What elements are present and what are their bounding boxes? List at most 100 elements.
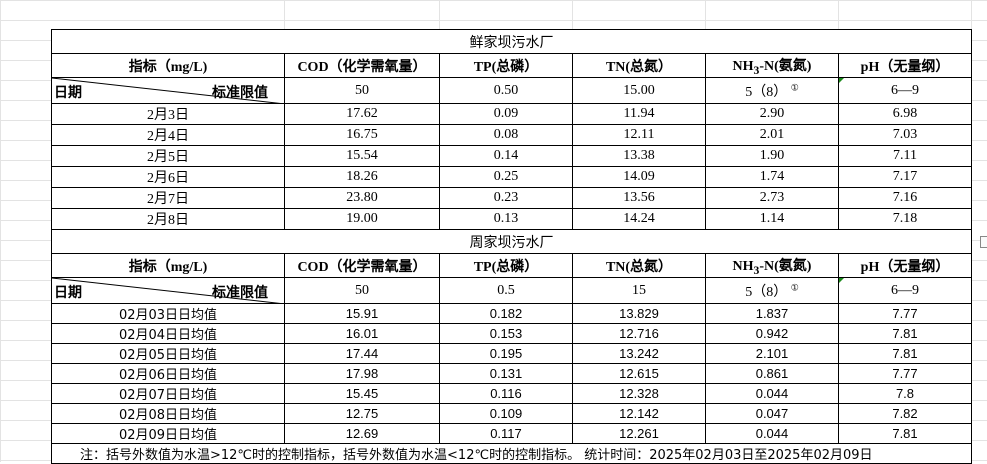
column-header[interactable]: 指标（mg/L) [51, 253, 285, 278]
column-header[interactable]: pH（无量纲） [838, 53, 972, 78]
value-cell[interactable]: 12.11 [572, 124, 706, 146]
date-cell[interactable]: 02月04日日均值 [51, 323, 285, 344]
value-cell[interactable]: 14.24 [572, 208, 706, 230]
value-cell[interactable]: 7.82 [838, 403, 972, 424]
value-cell[interactable]: 2.73 [705, 187, 839, 209]
value-cell[interactable]: 14.09 [572, 166, 706, 188]
column-header[interactable]: TP(总磷） [439, 253, 573, 278]
value-cell[interactable]: 1.837 [705, 303, 839, 324]
date-cell[interactable]: 02月09日日均值 [51, 423, 285, 444]
value-cell[interactable]: 1.14 [705, 208, 839, 230]
limit-cell[interactable]: 0.5 [439, 277, 573, 304]
column-header[interactable]: NH3-N(氨氮) [705, 253, 839, 278]
limit-cell[interactable]: 5（8） ① [705, 277, 839, 304]
value-cell[interactable]: 7.81 [838, 323, 972, 344]
value-cell[interactable]: 2.90 [705, 103, 839, 125]
value-cell[interactable]: 7.18 [838, 208, 972, 230]
value-cell[interactable]: 12.142 [572, 403, 706, 424]
value-cell[interactable]: 2.01 [705, 124, 839, 146]
value-cell[interactable]: 17.44 [284, 343, 440, 364]
value-cell[interactable]: 7.11 [838, 145, 972, 167]
date-cell[interactable]: 02月07日日均值 [51, 383, 285, 404]
value-cell[interactable]: 12.716 [572, 323, 706, 344]
value-cell[interactable]: 0.131 [439, 363, 573, 384]
column-header[interactable]: pH（无量纲） [838, 253, 972, 278]
value-cell[interactable]: 7.16 [838, 187, 972, 209]
column-header[interactable]: COD（化学需氧量） [284, 253, 440, 278]
value-cell[interactable]: 1.74 [705, 166, 839, 188]
column-header[interactable]: TN(总氮） [572, 253, 706, 278]
value-cell[interactable]: 0.09 [439, 103, 573, 125]
value-cell[interactable]: 0.23 [439, 187, 573, 209]
limit-cell[interactable]: 15.00 [572, 77, 706, 104]
value-cell[interactable]: 1.90 [705, 145, 839, 167]
date-cell[interactable]: 02月08日日均值 [51, 403, 285, 424]
date-cell[interactable]: 02月03日日均值 [51, 303, 285, 324]
paste-options-icon[interactable] [980, 236, 987, 248]
value-cell[interactable]: 13.56 [572, 187, 706, 209]
limit-cell[interactable]: 50 [284, 277, 440, 304]
value-cell[interactable]: 17.62 [284, 103, 440, 125]
date-cell[interactable]: 2月5日 [51, 145, 285, 167]
value-cell[interactable]: 0.182 [439, 303, 573, 324]
value-cell[interactable]: 0.117 [439, 423, 573, 444]
date-cell[interactable]: 2月3日 [51, 103, 285, 125]
diagonal-header-cell[interactable]: 日期 标准限值 [51, 277, 285, 304]
value-cell[interactable]: 0.13 [439, 208, 573, 230]
value-cell[interactable]: 0.861 [705, 363, 839, 384]
value-cell[interactable]: 15.45 [284, 383, 440, 404]
value-cell[interactable]: 18.26 [284, 166, 440, 188]
value-cell[interactable]: 7.81 [838, 343, 972, 364]
value-cell[interactable]: 0.044 [705, 423, 839, 444]
value-cell[interactable]: 16.01 [284, 323, 440, 344]
column-header[interactable]: NH3-N(氨氮) [705, 53, 839, 78]
limit-cell[interactable]: 15 [572, 277, 706, 304]
column-header[interactable]: TN(总氮） [572, 53, 706, 78]
limit-cell[interactable]: 0.50 [439, 77, 573, 104]
date-cell[interactable]: 2月6日 [51, 166, 285, 188]
date-cell[interactable]: 2月8日 [51, 208, 285, 230]
value-cell[interactable]: 2.101 [705, 343, 839, 364]
value-cell[interactable]: 12.328 [572, 383, 706, 404]
value-cell[interactable]: 7.81 [838, 423, 972, 444]
value-cell[interactable]: 13.829 [572, 303, 706, 324]
limit-cell[interactable]: 50 [284, 77, 440, 104]
diagonal-header-cell[interactable]: 日期 标准限值 [51, 77, 285, 104]
limit-cell[interactable]: 6—9 [838, 77, 972, 104]
value-cell[interactable]: 7.8 [838, 383, 972, 404]
value-cell[interactable]: 0.08 [439, 124, 573, 146]
value-cell[interactable]: 0.047 [705, 403, 839, 424]
column-header[interactable]: 指标（mg/L) [51, 53, 285, 78]
value-cell[interactable]: 13.38 [572, 145, 706, 167]
value-cell[interactable]: 11.94 [572, 103, 706, 125]
value-cell[interactable]: 13.242 [572, 343, 706, 364]
value-cell[interactable]: 7.77 [838, 303, 972, 324]
value-cell[interactable]: 12.615 [572, 363, 706, 384]
value-cell[interactable]: 0.25 [439, 166, 573, 188]
value-cell[interactable]: 19.00 [284, 208, 440, 230]
value-cell[interactable]: 0.109 [439, 403, 573, 424]
value-cell[interactable]: 12.75 [284, 403, 440, 424]
date-cell[interactable]: 2月4日 [51, 124, 285, 146]
value-cell[interactable]: 12.261 [572, 423, 706, 444]
column-header[interactable]: TP(总磷） [439, 53, 573, 78]
value-cell[interactable]: 0.044 [705, 383, 839, 404]
value-cell[interactable]: 6.98 [838, 103, 972, 125]
value-cell[interactable]: 15.54 [284, 145, 440, 167]
value-cell[interactable]: 0.14 [439, 145, 573, 167]
value-cell[interactable]: 7.77 [838, 363, 972, 384]
limit-cell[interactable]: 6—9 [838, 277, 972, 304]
value-cell[interactable]: 12.69 [284, 423, 440, 444]
value-cell[interactable]: 15.91 [284, 303, 440, 324]
date-cell[interactable]: 02月05日日均值 [51, 343, 285, 364]
value-cell[interactable]: 17.98 [284, 363, 440, 384]
value-cell[interactable]: 7.03 [838, 124, 972, 146]
note-text[interactable]: 注：括号外数值为水温>12℃时的控制指标，括号外数值为水温<12℃时的控制指标。… [51, 443, 972, 464]
column-header[interactable]: COD（化学需氧量） [284, 53, 440, 78]
value-cell[interactable]: 0.195 [439, 343, 573, 364]
value-cell[interactable]: 7.17 [838, 166, 972, 188]
value-cell[interactable]: 0.153 [439, 323, 573, 344]
value-cell[interactable]: 16.75 [284, 124, 440, 146]
limit-cell[interactable]: 5（8） ① [705, 77, 839, 104]
date-cell[interactable]: 2月7日 [51, 187, 285, 209]
